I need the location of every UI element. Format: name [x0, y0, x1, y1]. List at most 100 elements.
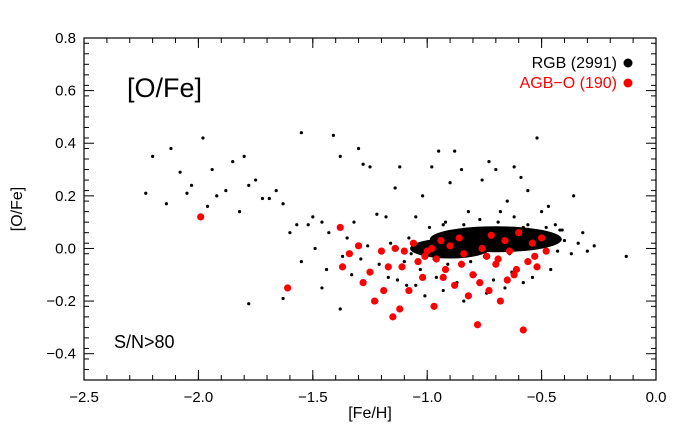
rgb-point	[338, 307, 342, 311]
rgb-point	[480, 178, 484, 182]
legend: RGB (2991) AGB−O (190)	[520, 55, 633, 92]
rgb-point	[519, 175, 523, 180]
agb-point	[377, 247, 386, 255]
agb-point	[494, 255, 502, 263]
y-axis-title: [O/Fe]	[9, 187, 26, 231]
rgb-point	[352, 220, 356, 224]
x-tick-label: −0.5	[527, 389, 557, 406]
rgb-point	[560, 228, 564, 232]
agb-point	[405, 286, 413, 295]
agb-point	[197, 213, 205, 221]
rgb-point	[405, 283, 409, 287]
rgb-point	[453, 149, 457, 153]
rgb-point	[446, 262, 450, 266]
rgb-point	[624, 254, 628, 258]
panel-label: [O/Fe]	[127, 73, 202, 103]
rgb-point	[443, 220, 448, 224]
rgb-point	[324, 267, 329, 272]
rgb-point	[356, 146, 361, 151]
agb-point	[414, 258, 422, 266]
agb-point	[430, 302, 438, 310]
y-tick-label: 0.8	[55, 30, 76, 47]
rgb-point	[592, 244, 596, 248]
agb-point	[464, 292, 472, 300]
rgb-point	[437, 149, 441, 153]
rgb-point	[375, 212, 379, 216]
agb-point	[398, 263, 406, 271]
y-tick-label: −0.2	[46, 293, 76, 310]
rgb-point	[512, 215, 516, 219]
agb-point	[384, 263, 392, 271]
rgb-point	[496, 220, 500, 224]
agb-point	[419, 273, 427, 281]
rgb-point	[299, 131, 303, 135]
rgb-point	[585, 249, 589, 253]
agb-point	[441, 265, 450, 274]
agb-point	[473, 321, 482, 329]
rgb-point	[414, 283, 418, 287]
agb-point	[478, 244, 486, 253]
plot-frame	[83, 37, 657, 381]
agb-point	[524, 258, 532, 266]
agb-point	[354, 242, 363, 250]
rgb-point	[469, 260, 473, 264]
agb-point	[439, 273, 447, 281]
rgb-point	[377, 262, 381, 266]
rgb-point	[299, 260, 303, 264]
rgb-point	[144, 191, 148, 195]
agb-point	[469, 271, 477, 279]
agb-point	[437, 236, 445, 245]
agb-point	[428, 244, 436, 253]
x-tick-labels: −2.5 −2.0 −1.5 −1.0 −0.5 0.0	[69, 389, 666, 406]
rgb-point	[345, 236, 349, 240]
rgb-point	[466, 210, 470, 214]
y-tick-label: 0.6	[55, 83, 76, 100]
rgb-point	[549, 267, 553, 272]
agb-point	[503, 276, 511, 284]
rgb-point	[366, 244, 370, 248]
rgb-point	[327, 231, 331, 235]
rgb-point	[242, 154, 246, 158]
rgb-point	[398, 165, 402, 169]
agb-point	[476, 279, 484, 287]
rgb-point	[414, 215, 418, 219]
rgb-point	[247, 183, 251, 187]
rgb-point	[164, 202, 168, 206]
rgb-point	[338, 154, 342, 158]
rgb-point	[503, 286, 507, 290]
rgb-point	[526, 188, 530, 193]
agb-point	[421, 252, 429, 260]
agb-point	[531, 252, 539, 260]
rgb-point	[368, 165, 372, 169]
rgb-point	[384, 215, 388, 219]
agb-point	[432, 255, 440, 263]
rgb-point	[487, 160, 491, 164]
axis-ticks	[83, 37, 657, 381]
legend-rgb-marker	[623, 58, 633, 68]
rgb-point	[386, 275, 390, 279]
agb-point	[366, 268, 374, 276]
data-points	[144, 131, 628, 334]
rgb-point	[185, 191, 189, 195]
rgb-point	[576, 241, 580, 245]
rgb-point	[350, 273, 354, 277]
rgb-point	[558, 228, 562, 232]
rgb-point	[169, 146, 173, 151]
agb-point	[389, 313, 397, 321]
agb-point	[483, 252, 491, 260]
rgb-point	[448, 181, 452, 185]
rgb-point	[288, 231, 292, 235]
rgb-point	[530, 275, 535, 279]
rgb-point	[260, 196, 265, 201]
rgb-point	[210, 167, 214, 172]
rgb-point	[205, 204, 210, 208]
rgb-point	[540, 210, 544, 214]
x-tick-label: 0.0	[646, 389, 667, 406]
agb-point	[460, 250, 468, 258]
agb-point	[528, 239, 537, 247]
rgb-point	[521, 281, 525, 285]
agb-point	[533, 263, 541, 271]
legend-agb-label: AGB−O (190)	[520, 75, 617, 92]
y-tick-labels: −0.4 −0.2 0.0 0.2 0.4 0.6 0.8	[46, 30, 76, 363]
